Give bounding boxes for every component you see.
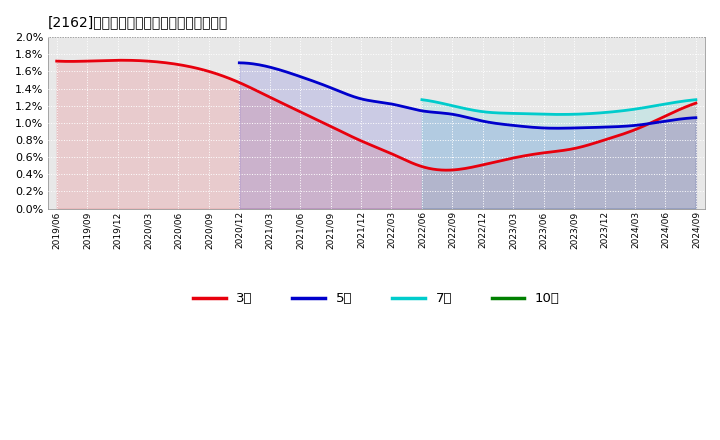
7年 <box>649 103 658 109</box>
3年 <box>433 167 441 172</box>
3年 <box>117 58 125 63</box>
3年 <box>595 139 604 144</box>
5年 <box>650 120 659 125</box>
5年 <box>691 115 700 120</box>
3年 <box>448 167 456 172</box>
7年 <box>418 97 426 103</box>
3年 <box>435 167 444 172</box>
5年 <box>621 124 630 129</box>
7年 <box>691 97 700 103</box>
3年 <box>691 100 700 106</box>
5年 <box>507 122 516 128</box>
Line: 5年: 5年 <box>239 63 696 128</box>
Line: 7年: 7年 <box>422 100 696 114</box>
3年 <box>636 125 644 130</box>
5年 <box>514 123 523 128</box>
5年 <box>505 122 514 128</box>
7年 <box>586 111 595 116</box>
7年 <box>581 111 590 117</box>
3年 <box>441 168 450 173</box>
Legend: 3年, 5年, 7年, 10年: 3年, 5年, 7年, 10年 <box>187 287 565 311</box>
Line: 3年: 3年 <box>57 60 696 170</box>
5年 <box>235 60 243 66</box>
5年 <box>552 125 561 131</box>
5年 <box>236 60 245 66</box>
7年 <box>418 97 427 103</box>
3年 <box>55 59 63 64</box>
7年 <box>555 112 564 117</box>
3年 <box>53 59 61 64</box>
7年 <box>582 111 590 117</box>
7年 <box>667 100 675 106</box>
Text: [2162]　経常利益マージンの平均値の推移: [2162] 経常利益マージンの平均値の推移 <box>48 15 228 29</box>
